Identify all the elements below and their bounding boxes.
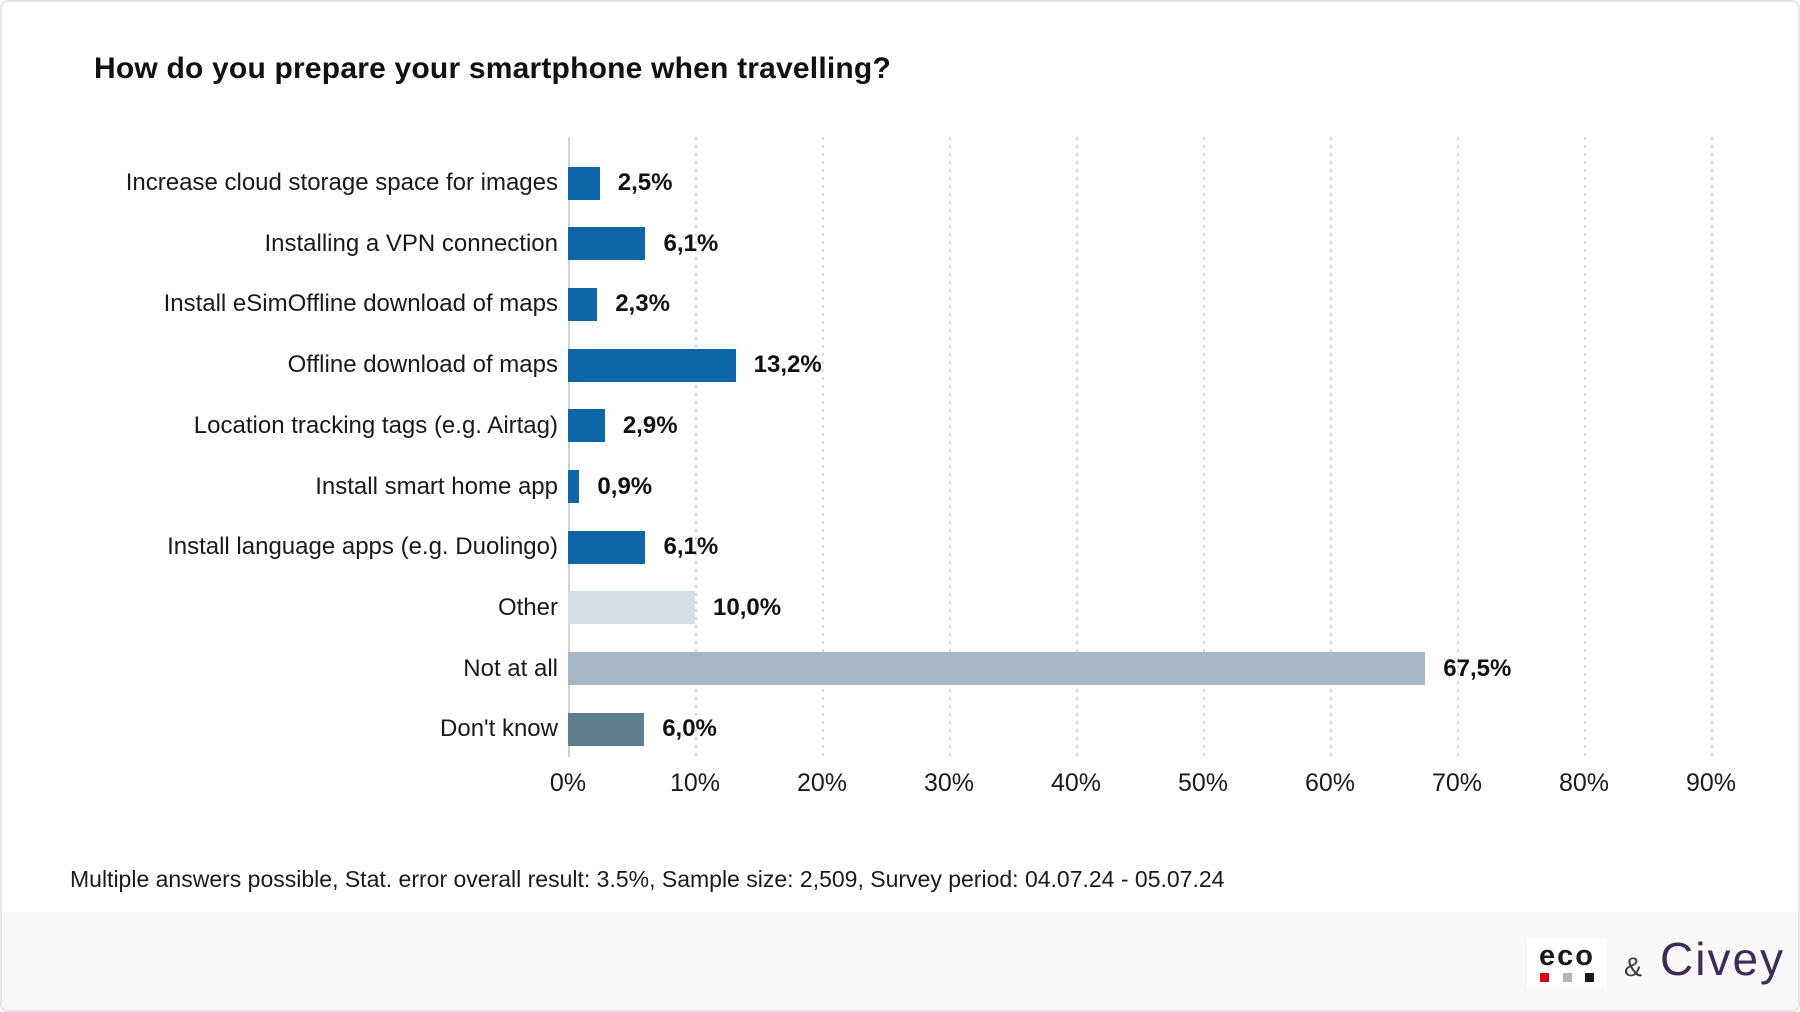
ampersand: & (1624, 952, 1643, 982)
value-label: 2,9% (622, 411, 678, 439)
x-axis-tick-label: 80% (1558, 769, 1610, 797)
eco-logo-dots (1540, 973, 1594, 982)
bar (568, 652, 1426, 686)
gridline (1330, 137, 1332, 757)
value-label: 6,1% (663, 229, 719, 257)
gridline (1076, 137, 1078, 757)
category-label: Offline download of maps (287, 351, 558, 379)
value-label: 6,0% (662, 715, 717, 743)
eco-logo-text: eco (1539, 940, 1595, 972)
bar (568, 166, 600, 200)
value-label: 2,3% (615, 290, 670, 318)
category-label: Increase cloud storage space for images (125, 169, 558, 196)
x-axis-tick-label: 90% (1685, 769, 1737, 797)
category-label: Other (497, 593, 558, 621)
gridline (1203, 137, 1205, 757)
gridline (1711, 137, 1713, 757)
footer-bar: eco & Civey (2, 912, 1798, 1010)
value-label: 6,1% (663, 533, 719, 561)
gridline (1584, 137, 1586, 757)
x-axis-tick-label: 30% (923, 769, 975, 797)
gridline (1457, 137, 1459, 757)
category-label: Not at all (463, 654, 558, 682)
x-axis-tick-label: 0% (549, 769, 587, 797)
bar (568, 470, 580, 503)
gridline (949, 137, 951, 757)
x-axis-tick-label: 50% (1177, 769, 1229, 797)
value-label: 2,5% (617, 169, 673, 196)
bar (568, 287, 598, 321)
bar (568, 409, 605, 443)
category-label: Installing a VPN connection (264, 229, 558, 257)
bar (568, 591, 695, 625)
value-label: 0,9% (597, 472, 653, 500)
chart-title: How do you prepare your smartphone when … (94, 52, 891, 85)
eco-logo-dot-0 (1540, 973, 1549, 982)
bar (568, 348, 736, 382)
bar (568, 227, 646, 261)
category-label: Install eSimOffline download of maps (163, 290, 558, 318)
value-label: 10,0% (713, 593, 782, 621)
category-label: Install smart home app (315, 472, 558, 500)
footnote: Multiple answers possible, Stat. error o… (70, 866, 1225, 892)
category-label: Don't know (440, 715, 558, 743)
value-label: 67,5% (1443, 654, 1512, 682)
x-axis-tick-label: 20% (796, 769, 848, 797)
x-axis-tick-label: 60% (1304, 769, 1356, 797)
gridline (822, 137, 824, 757)
x-axis-tick-label: 70% (1431, 769, 1483, 797)
eco-logo-dot-1 (1562, 973, 1572, 982)
eco-logo: eco (1527, 938, 1607, 988)
bar-chart: 0% 10% 20% 30% 40% 50% 60% 70% 80% 90% Increase cl… (2, 137, 1798, 837)
x-axis-tick-label: 10% (669, 769, 721, 797)
category-label: Install language apps (e.g. Duolingo) (167, 533, 558, 561)
bar (568, 712, 645, 746)
value-label: 13,2% (753, 351, 822, 379)
x-axis-tick-label: 40% (1050, 769, 1102, 797)
gridline (695, 137, 697, 757)
civey-logo: Civey (1660, 933, 1786, 985)
y-axis-line (568, 137, 570, 757)
bar (568, 530, 646, 564)
eco-logo-dot-2 (1585, 973, 1594, 982)
category-label: Location tracking tags (e.g. Airtag) (193, 411, 558, 439)
